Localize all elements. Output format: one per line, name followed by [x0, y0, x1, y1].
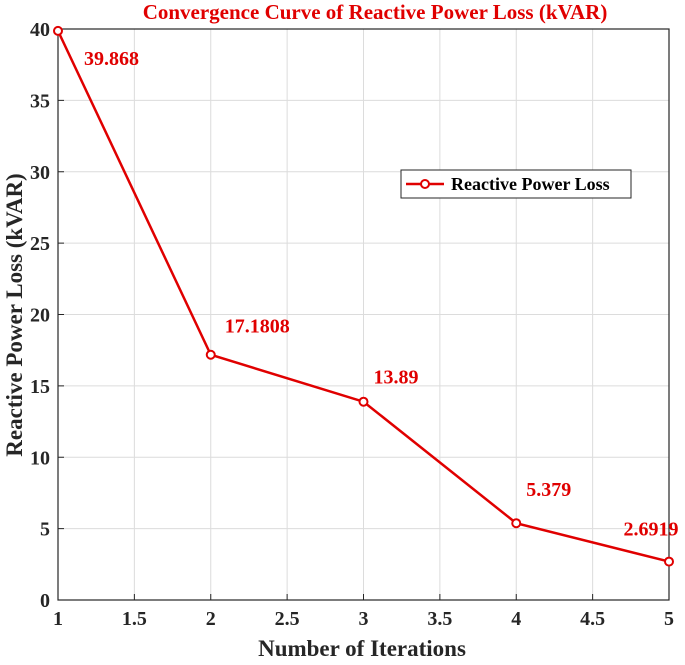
- x-tick-label: 4: [511, 608, 521, 630]
- data-label: 39.868: [84, 48, 139, 70]
- legend: Reactive Power Loss: [400, 169, 632, 199]
- y-tick-label: 25: [30, 233, 50, 255]
- y-tick-label: 40: [30, 19, 50, 41]
- y-tick-label: 20: [30, 305, 50, 327]
- legend-entry-reactive-power-loss: Reactive Power Loss: [451, 174, 610, 194]
- series-reactive-power-loss: [53, 25, 674, 567]
- y-tick-label: 0: [40, 590, 50, 612]
- y-tick-label: 10: [30, 447, 50, 469]
- y-tick-label: 5: [40, 519, 50, 541]
- legend-marker-swatch: [420, 179, 430, 189]
- y-tick-label: 35: [30, 90, 50, 112]
- data-label: 17.1808: [225, 316, 290, 338]
- y-tick-label: 30: [30, 162, 50, 184]
- x-axis-label: Number of Iterations: [258, 636, 466, 661]
- data-point-marker: [205, 349, 216, 360]
- grid: [57, 28, 670, 601]
- axis-ticks: 1 1.5 2 2.5 3 3.5 4 4.5 5 0 5 10 15 20 25 30 35 40: [30, 19, 674, 630]
- data-label: 13.89: [374, 367, 419, 389]
- y-tick-label: 15: [30, 376, 50, 398]
- x-tick-label: 1.5: [122, 608, 147, 630]
- data-point-marker: [53, 25, 63, 36]
- chart-title: Convergence Curve of Reactive Power Loss…: [143, 0, 608, 24]
- x-tick-label: 3.5: [427, 608, 452, 630]
- data-point-marker: [358, 396, 369, 407]
- x-tick-label: 3: [359, 608, 369, 630]
- x-tick-label: 5: [664, 608, 674, 630]
- x-tick-label: 2: [206, 608, 216, 630]
- data-label: 5.379: [526, 479, 571, 501]
- data-label: 2.6919: [624, 519, 679, 541]
- x-tick-label: 2.5: [275, 608, 300, 630]
- x-tick-label: 1: [53, 608, 63, 630]
- data-labels: 39.868 17.1808 13.89 5.379 2.6919: [84, 48, 679, 541]
- data-point-marker: [664, 556, 674, 567]
- data-point-marker: [511, 518, 522, 529]
- x-tick-label: 4.5: [580, 608, 605, 630]
- y-axis-label: Reactive Power Loss (kVAR): [2, 173, 27, 456]
